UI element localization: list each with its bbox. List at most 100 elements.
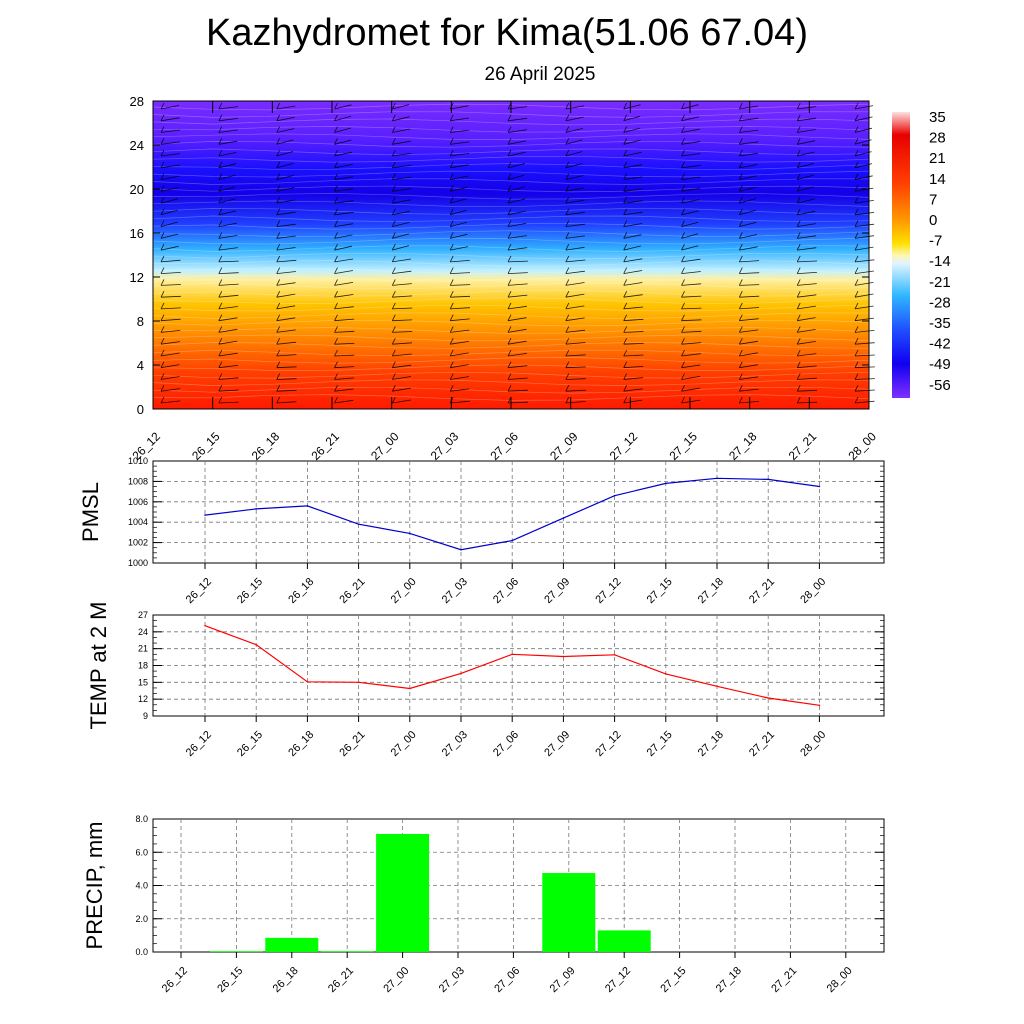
contour-line	[152, 200, 870, 208]
y-tick-label: 16	[130, 226, 144, 241]
wind-barb	[218, 361, 239, 369]
wind-barb	[218, 208, 237, 216]
x-tick-label: 27_00	[389, 576, 419, 606]
wind-barb	[218, 302, 238, 310]
wind-barb	[854, 185, 874, 192]
wind-barb	[391, 102, 410, 110]
wind-barb	[391, 361, 412, 369]
y-tick-label: 1010	[128, 456, 148, 466]
wind-barb	[218, 220, 237, 227]
data-point	[460, 548, 462, 551]
x-tick-label: 27_15	[666, 429, 700, 463]
wind-barb	[565, 220, 585, 227]
wind-barb	[623, 373, 644, 380]
wind-barb	[738, 302, 760, 310]
wind-barb	[507, 243, 528, 251]
y-tick-label: 1008	[128, 476, 148, 486]
wind-barb	[738, 338, 758, 345]
wind-barb	[334, 149, 353, 157]
wind-barb	[276, 232, 296, 239]
wind-barb	[854, 349, 875, 357]
x-tick-label: 27_06	[491, 576, 521, 606]
wind-barb	[507, 338, 527, 345]
wind-barb	[218, 114, 238, 122]
wind-barb	[334, 279, 354, 286]
wind-barb	[738, 161, 758, 169]
wind-barb	[796, 279, 817, 286]
y-tick-label: 27	[138, 610, 148, 620]
wind-barb	[738, 361, 758, 369]
wind-barb	[449, 114, 469, 122]
data-point	[357, 523, 360, 526]
y-tick-label: 1002	[128, 538, 148, 548]
wind-barb	[854, 208, 875, 216]
wind-barb	[160, 161, 180, 169]
wind-barb	[507, 279, 528, 286]
wind-barb	[681, 385, 700, 392]
wind-barb	[218, 385, 239, 392]
contour-line	[152, 349, 870, 357]
wind-barb	[854, 267, 874, 274]
x-tick-label: 28_00	[798, 729, 828, 759]
x-tick-label: 27_21	[769, 965, 799, 995]
wind-barb	[623, 243, 641, 251]
wind-barb	[507, 173, 525, 180]
wind-barb	[854, 196, 874, 204]
y-axis-label: PRECIP, mm	[82, 822, 107, 950]
contour-line	[152, 141, 870, 148]
wind-barb	[449, 161, 469, 169]
x-tick-label: 27_00	[389, 729, 419, 759]
precip-bar	[320, 951, 374, 952]
wind-barb	[218, 161, 237, 169]
wind-barb	[276, 255, 297, 263]
wind-barb	[681, 302, 702, 310]
y-tick-label: 9	[143, 711, 148, 721]
wind-barb	[507, 196, 526, 204]
wind-barb	[391, 396, 411, 404]
wind-barb	[276, 196, 296, 204]
wind-barb	[507, 267, 528, 274]
precip-panel: 0.0 2.0 4.0 6.0 8.0 26_12 26_15 26_18 26_21 27_00…	[82, 814, 885, 995]
y-tick-label: 0.0	[135, 947, 148, 957]
wind-barb	[276, 102, 296, 110]
wind-barb	[334, 291, 354, 298]
wind-barb	[623, 385, 643, 392]
wind-barb	[449, 361, 469, 369]
wind-barb	[738, 291, 760, 298]
wind-barb	[796, 185, 815, 192]
wind-barb	[796, 255, 818, 263]
wind-barb	[565, 114, 584, 122]
colorbar-label: 7	[929, 191, 937, 208]
wind-barb	[738, 220, 757, 227]
x-tick-label: 26_21	[337, 729, 367, 759]
data-point	[460, 672, 462, 675]
wind-barb	[681, 173, 701, 180]
x-tick-label: 28_00	[825, 965, 855, 995]
wind-barb	[160, 173, 180, 180]
wind-barb	[681, 243, 699, 251]
data-point	[306, 505, 309, 507]
contour-line	[152, 364, 870, 371]
contour-line	[152, 357, 870, 364]
wind-barb	[854, 338, 875, 345]
wind-barb	[796, 338, 816, 345]
colorbar: 35 28 21 14 7 0 -7 -14 -21 -28 -35 -42 -49 -56	[892, 109, 951, 398]
wind-barb	[681, 126, 700, 133]
wind-barb	[565, 126, 583, 133]
wind-barb	[507, 361, 528, 369]
y-tick-label: 1004	[128, 517, 148, 527]
wind-barb	[334, 185, 354, 192]
wind-barb	[738, 267, 760, 274]
wind-barb	[854, 173, 873, 180]
wind-barb	[391, 243, 410, 251]
colorbar-label: -56	[929, 377, 951, 394]
wind-barb	[391, 326, 413, 333]
colorbar-label: -21	[929, 274, 951, 291]
x-tick-label: 27_18	[696, 729, 726, 759]
x-tick-label: 27_12	[593, 576, 623, 606]
heatmap-field	[153, 101, 869, 409]
wind-barb	[796, 232, 817, 239]
wind-barb	[391, 314, 413, 322]
wind-barb	[796, 291, 817, 298]
wind-barb	[796, 326, 816, 333]
